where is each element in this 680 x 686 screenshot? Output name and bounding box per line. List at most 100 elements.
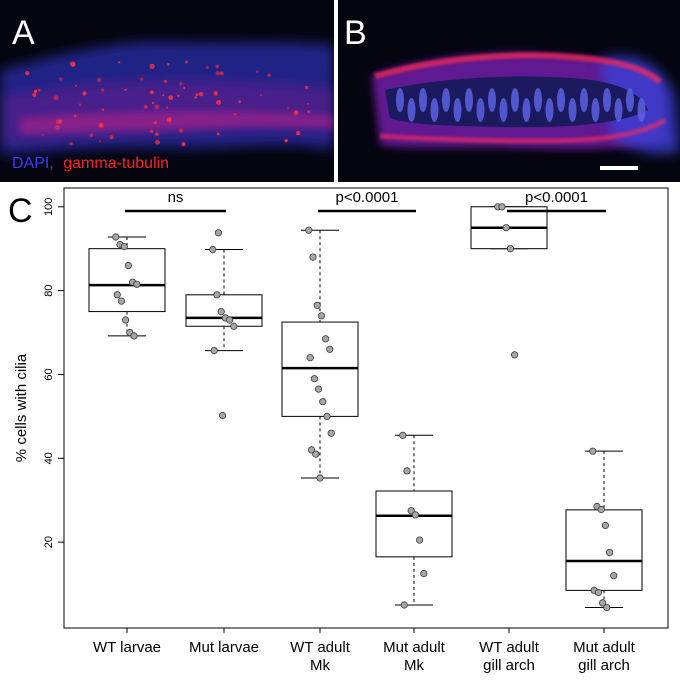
data-point xyxy=(594,588,603,597)
panel-a-letter: A xyxy=(12,14,35,52)
x-tick-label: Mk xyxy=(404,657,424,674)
y-tick-label: 80 xyxy=(43,284,55,296)
puncta-dot xyxy=(143,104,148,109)
nucleus-shape xyxy=(419,88,427,112)
puncta-dot xyxy=(182,86,186,90)
data-point xyxy=(601,521,610,530)
data-point xyxy=(230,322,238,330)
data-point xyxy=(219,411,227,420)
box-iqr xyxy=(88,248,166,313)
panel-b-nuclei xyxy=(396,88,646,122)
x-tick-label: Mk xyxy=(310,657,330,674)
box-iqr xyxy=(375,490,453,558)
data-point xyxy=(214,229,222,237)
x-tick-label: Mut adult xyxy=(383,639,446,656)
puncta-dot xyxy=(101,88,105,92)
data-point xyxy=(610,572,618,580)
data-point xyxy=(598,599,607,607)
data-point xyxy=(403,467,411,475)
data-point xyxy=(420,569,428,578)
box-group xyxy=(565,447,643,612)
puncta-dot xyxy=(184,60,188,64)
puncta-dot xyxy=(55,125,60,130)
puncta-dot xyxy=(177,94,180,98)
data-point xyxy=(506,245,514,253)
data-point xyxy=(317,312,325,320)
data-point xyxy=(117,297,126,305)
y-axis-label: % cells with cilia xyxy=(13,353,30,462)
data-point xyxy=(327,429,335,437)
data-point xyxy=(400,601,408,609)
puncta-dot xyxy=(198,91,204,97)
data-point xyxy=(603,603,611,612)
puncta-dot xyxy=(155,139,160,145)
data-point xyxy=(226,316,234,324)
data-point xyxy=(120,243,128,251)
puncta-dot xyxy=(98,122,104,128)
box-group xyxy=(185,229,263,420)
data-point xyxy=(597,505,605,514)
puncta-dot xyxy=(194,96,197,99)
puncta-dot xyxy=(306,102,309,105)
puncta-dot xyxy=(74,84,77,87)
nucleus-shape xyxy=(591,98,600,122)
nucleus-shape xyxy=(511,88,519,112)
x-tick-label: gill arch xyxy=(483,657,535,674)
data-point xyxy=(306,354,314,362)
puncta-dot xyxy=(101,108,105,112)
data-point xyxy=(312,450,320,458)
puncta-dot xyxy=(99,140,101,143)
puncta-dot xyxy=(163,79,167,83)
data-point xyxy=(313,301,321,309)
puncta-dot xyxy=(139,77,144,81)
nucleus-shape xyxy=(534,88,542,112)
nucleus-shape xyxy=(626,88,634,112)
data-point xyxy=(209,245,217,254)
panel-b-letter: B xyxy=(344,14,367,52)
nucleus-shape xyxy=(614,98,623,122)
data-point xyxy=(217,307,225,316)
puncta-dot xyxy=(195,93,199,97)
puncta-dot xyxy=(150,90,154,94)
data-point xyxy=(124,261,132,270)
significance-label: ns xyxy=(168,189,184,206)
data-point xyxy=(399,431,407,439)
nucleus-shape xyxy=(545,98,554,122)
significance-label: p<0.0001 xyxy=(336,189,399,206)
puncta-dot xyxy=(215,71,220,76)
boxplot-chart: % cells with cilia 20 40 60 80 100 WT larvae… xyxy=(13,187,669,674)
data-point xyxy=(316,474,324,482)
puncta-dot xyxy=(78,103,82,107)
puncta-dot xyxy=(89,133,94,137)
data-point xyxy=(122,316,130,324)
panel-c-letter: C xyxy=(8,192,33,230)
significance-label: p<0.0001 xyxy=(525,189,588,206)
puncta-dot xyxy=(33,89,38,94)
data-point xyxy=(314,385,323,393)
boxes xyxy=(88,203,643,612)
data-point xyxy=(321,335,330,343)
puncta-dot xyxy=(233,112,237,116)
puncta-dot xyxy=(69,62,72,65)
nucleus-shape xyxy=(499,98,508,122)
puncta-dot xyxy=(59,77,63,81)
box-group xyxy=(88,233,166,340)
puncta-dot xyxy=(153,121,157,125)
gamma-tubulin-label: gamma-tubulin xyxy=(63,155,169,172)
puncta-dot xyxy=(238,100,242,104)
nucleus-shape xyxy=(476,98,485,122)
puncta-dot xyxy=(42,133,45,136)
data-point xyxy=(133,280,141,288)
puncta-dot xyxy=(58,119,63,124)
nucleus-shape xyxy=(522,98,531,122)
box-group xyxy=(375,431,453,609)
data-point xyxy=(411,511,419,519)
nucleus-shape xyxy=(580,88,588,112)
panel-a-gamma-puncta xyxy=(25,60,310,147)
data-point xyxy=(310,375,318,383)
puncta-dot xyxy=(295,130,301,136)
puncta-dot xyxy=(97,77,102,83)
puncta-dot xyxy=(82,91,87,96)
data-point xyxy=(112,233,120,241)
y-tick-label: 20 xyxy=(43,536,55,548)
